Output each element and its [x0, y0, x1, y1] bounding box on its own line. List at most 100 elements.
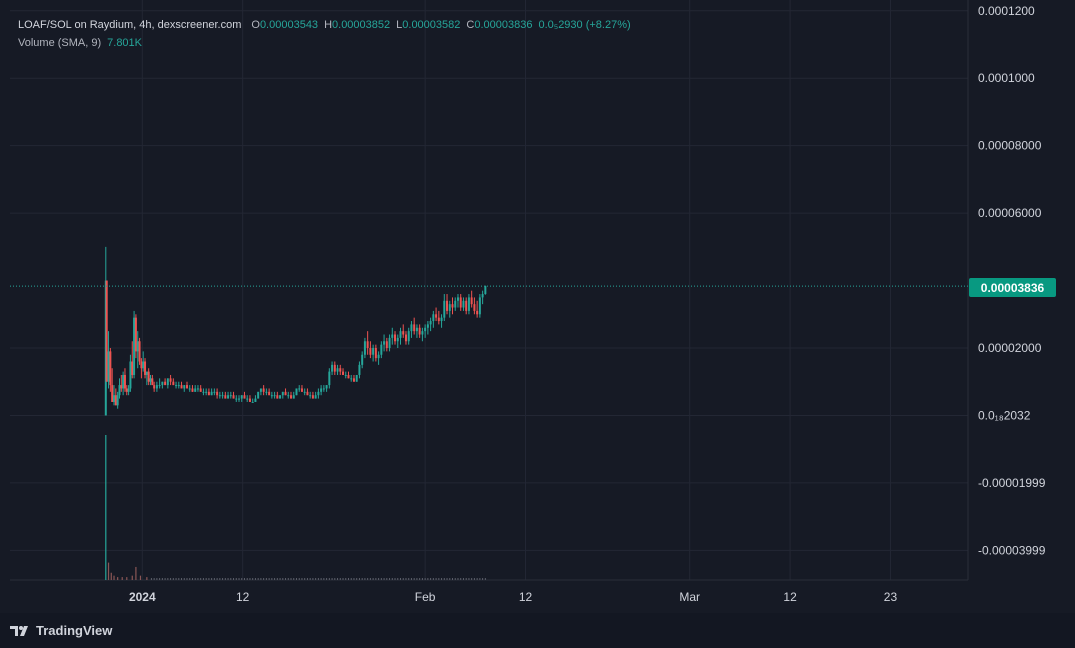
chart-area[interactable]: [0, 0, 1075, 613]
volume-bar: [334, 578, 336, 580]
candle-body: [235, 398, 238, 400]
high-value: 0.00003852: [332, 19, 391, 31]
candle-body: [251, 401, 254, 403]
candle-body: [144, 361, 147, 375]
candle-body: [314, 395, 317, 399]
volume-bar: [178, 578, 180, 580]
volume-bar: [471, 578, 473, 580]
price-chart[interactable]: 0.0001200 0.0001000 0.00008000 0.00006000 0.…: [0, 0, 1075, 613]
candle-body: [114, 395, 117, 406]
candle-body: [462, 300, 465, 308]
candle-body: [467, 297, 470, 311]
candle-body: [470, 297, 473, 305]
volume-bar: [301, 578, 303, 580]
volume-bar: [167, 578, 169, 580]
candle-body: [232, 395, 235, 399]
x-tick-label: 23: [884, 590, 898, 604]
tradingview-logo[interactable]: TradingView: [10, 623, 112, 638]
volume-bar: [391, 578, 393, 580]
candle-body: [424, 327, 427, 332]
candle-body: [391, 334, 394, 338]
candle-body: [151, 378, 154, 386]
volume-bar: [126, 577, 128, 580]
candle-body: [155, 385, 158, 389]
volume-bar: [419, 578, 421, 580]
volume-bar: [309, 578, 311, 580]
candle-body: [328, 371, 331, 386]
candle-body: [210, 391, 213, 396]
volume-bar: [457, 578, 459, 580]
candle-body: [446, 300, 449, 311]
candle-body: [369, 348, 372, 355]
candle-body: [361, 354, 364, 365]
ohlc-row: LOAF/SOL on Raydium, 4h, dexscreener.com…: [18, 16, 631, 34]
candle-body: [127, 388, 130, 392]
volume-bar: [224, 578, 226, 580]
volume-bar: [449, 578, 451, 580]
candle-body: [138, 341, 141, 362]
volume-bar: [175, 578, 177, 580]
candle-body: [407, 331, 410, 342]
candle-body: [194, 388, 197, 392]
candle-body: [207, 391, 210, 396]
volume-bar: [479, 578, 481, 580]
candle-body: [265, 391, 268, 393]
candle-body: [350, 378, 353, 380]
volume-bar: [399, 578, 401, 580]
candle-body: [363, 341, 366, 355]
candle-body: [129, 361, 132, 389]
candle-body: [145, 371, 148, 375]
volume-bar: [328, 578, 330, 580]
volume-bar: [260, 578, 262, 580]
candle-body: [149, 378, 152, 382]
candle-body: [270, 395, 273, 397]
volume-bar: [432, 578, 434, 580]
candle-body: [281, 391, 284, 396]
volume-bar: [282, 578, 284, 580]
volume-bar: [312, 578, 314, 580]
x-tick-label: 12: [519, 590, 533, 604]
volume-bar: [416, 578, 418, 580]
volume-bar: [430, 578, 432, 580]
volume-bar: [181, 578, 183, 580]
volume-bar: [135, 566, 137, 580]
volume-bar: [238, 578, 240, 580]
candle-body: [142, 361, 145, 369]
candle-body: [478, 297, 481, 315]
volume-bar: [389, 578, 391, 580]
volume-bar: [315, 578, 317, 580]
candle-body: [385, 341, 388, 348]
candle-body: [306, 391, 309, 396]
volume-bar: [293, 578, 295, 580]
candle-body: [342, 371, 345, 375]
candle-body: [216, 391, 219, 396]
volume-bar: [183, 578, 185, 580]
candle-body: [240, 395, 243, 399]
candle-body: [118, 385, 121, 396]
candle-body: [169, 378, 172, 382]
volume-bar: [197, 578, 199, 580]
candle-body: [366, 341, 369, 348]
volume-bar: [194, 578, 196, 580]
candle-body: [448, 304, 451, 311]
volume-bar: [279, 578, 281, 580]
candle-body: [268, 391, 271, 396]
volume-bar: [202, 578, 204, 580]
volume-bar: [159, 578, 161, 580]
candle-body: [322, 388, 325, 390]
candle-body: [248, 398, 251, 402]
y-tick-label: 0.0001000: [978, 71, 1035, 85]
candle-body: [325, 385, 328, 389]
candle-body: [311, 395, 314, 399]
candle-body: [290, 395, 293, 399]
pair-title: LOAF/SOL on Raydium, 4h, dexscreener.com: [18, 19, 242, 31]
volume-bar: [191, 578, 193, 580]
volume-bar: [249, 578, 251, 580]
volume-bar: [473, 578, 475, 580]
candle-body: [396, 337, 399, 342]
candle-body: [399, 331, 402, 338]
volume-bar: [107, 562, 110, 580]
volume-bar: [353, 578, 355, 580]
volume-bar: [208, 578, 210, 580]
volume-bar: [117, 577, 119, 580]
